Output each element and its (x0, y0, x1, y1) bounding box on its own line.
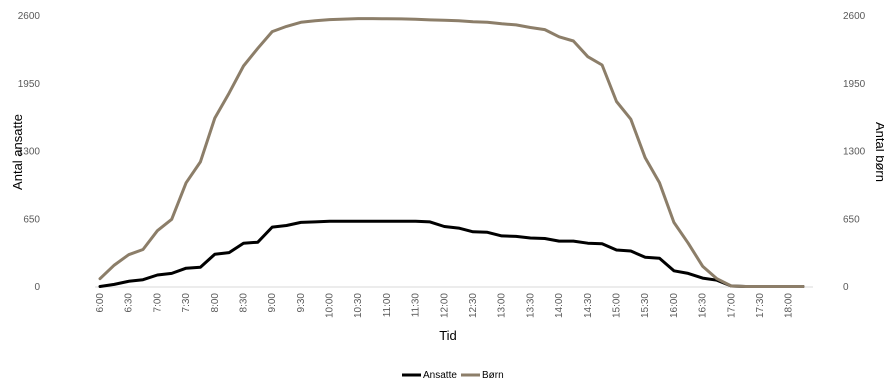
legend-label-ansatte: Ansatte (423, 370, 457, 381)
x-tick-label: 14:30 (583, 293, 594, 318)
y-tick-right-label: 650 (843, 214, 860, 225)
x-tick-label: 9:00 (267, 293, 278, 313)
y-tick-right-label: 1300 (843, 147, 866, 158)
x-tick-label: 16:00 (669, 293, 680, 318)
y-tick-left-label: 0 (34, 282, 40, 293)
x-tick-label: 13:30 (525, 293, 536, 318)
x-tick-label: 10:30 (353, 293, 364, 318)
y-tick-left-label: 650 (23, 214, 40, 225)
y-axis-right-title: Antal børn (873, 122, 884, 182)
y-tick-right-label: 0 (843, 282, 849, 293)
x-tick-label: 7:30 (181, 293, 192, 313)
x-tick-label: 16:30 (698, 293, 709, 318)
x-axis-title: Tid (439, 328, 457, 343)
plot-area (98, 17, 805, 288)
x-tick-label: 12:00 (439, 293, 450, 318)
y-axis-left: 0 650 1300 1950 2600 (18, 11, 41, 293)
x-tick-label: 12:30 (468, 293, 479, 318)
series-line-born (98, 17, 805, 288)
legend-label-born: Børn (482, 370, 504, 381)
y-tick-left-label: 1950 (18, 79, 41, 90)
x-tick-label: 8:30 (238, 293, 249, 313)
y-tick-right-label: 2600 (843, 11, 866, 22)
x-tick-label: 9:30 (296, 293, 307, 313)
x-tick-label: 18:00 (784, 293, 795, 318)
x-tick-label: 15:30 (640, 293, 651, 318)
x-tick-label: 13:00 (497, 293, 508, 318)
x-tick-label: 6:00 (95, 293, 106, 313)
y-tick-right-label: 1950 (843, 79, 866, 90)
x-tick-label: 8:00 (210, 293, 221, 313)
y-axis-left-title: Antal ansatte (10, 114, 25, 190)
x-tick-label: 10:00 (325, 293, 336, 318)
x-tick-label: 17:30 (755, 293, 766, 318)
y-tick-left-label: 1300 (18, 147, 41, 158)
x-axis: 6:00 6:30 7:00 7:30 8:00 8:30 9:00 9:30 10:00 10:… (95, 293, 795, 318)
x-tick-label: 11:00 (382, 293, 393, 318)
x-tick-label: 17:00 (726, 293, 737, 318)
x-tick-label: 6:30 (124, 293, 135, 313)
y-axis-right: 0 650 1300 1950 2600 (843, 11, 866, 293)
x-tick-label: 15:00 (611, 293, 622, 318)
y-tick-left-label: 2600 (18, 11, 41, 22)
x-tick-label: 7:00 (152, 293, 163, 313)
series-line-ansatte (98, 219, 805, 288)
x-tick-label: 11:30 (411, 293, 422, 318)
x-tick-label: 14:00 (554, 293, 565, 318)
legend: Ansatte Børn (402, 370, 504, 381)
